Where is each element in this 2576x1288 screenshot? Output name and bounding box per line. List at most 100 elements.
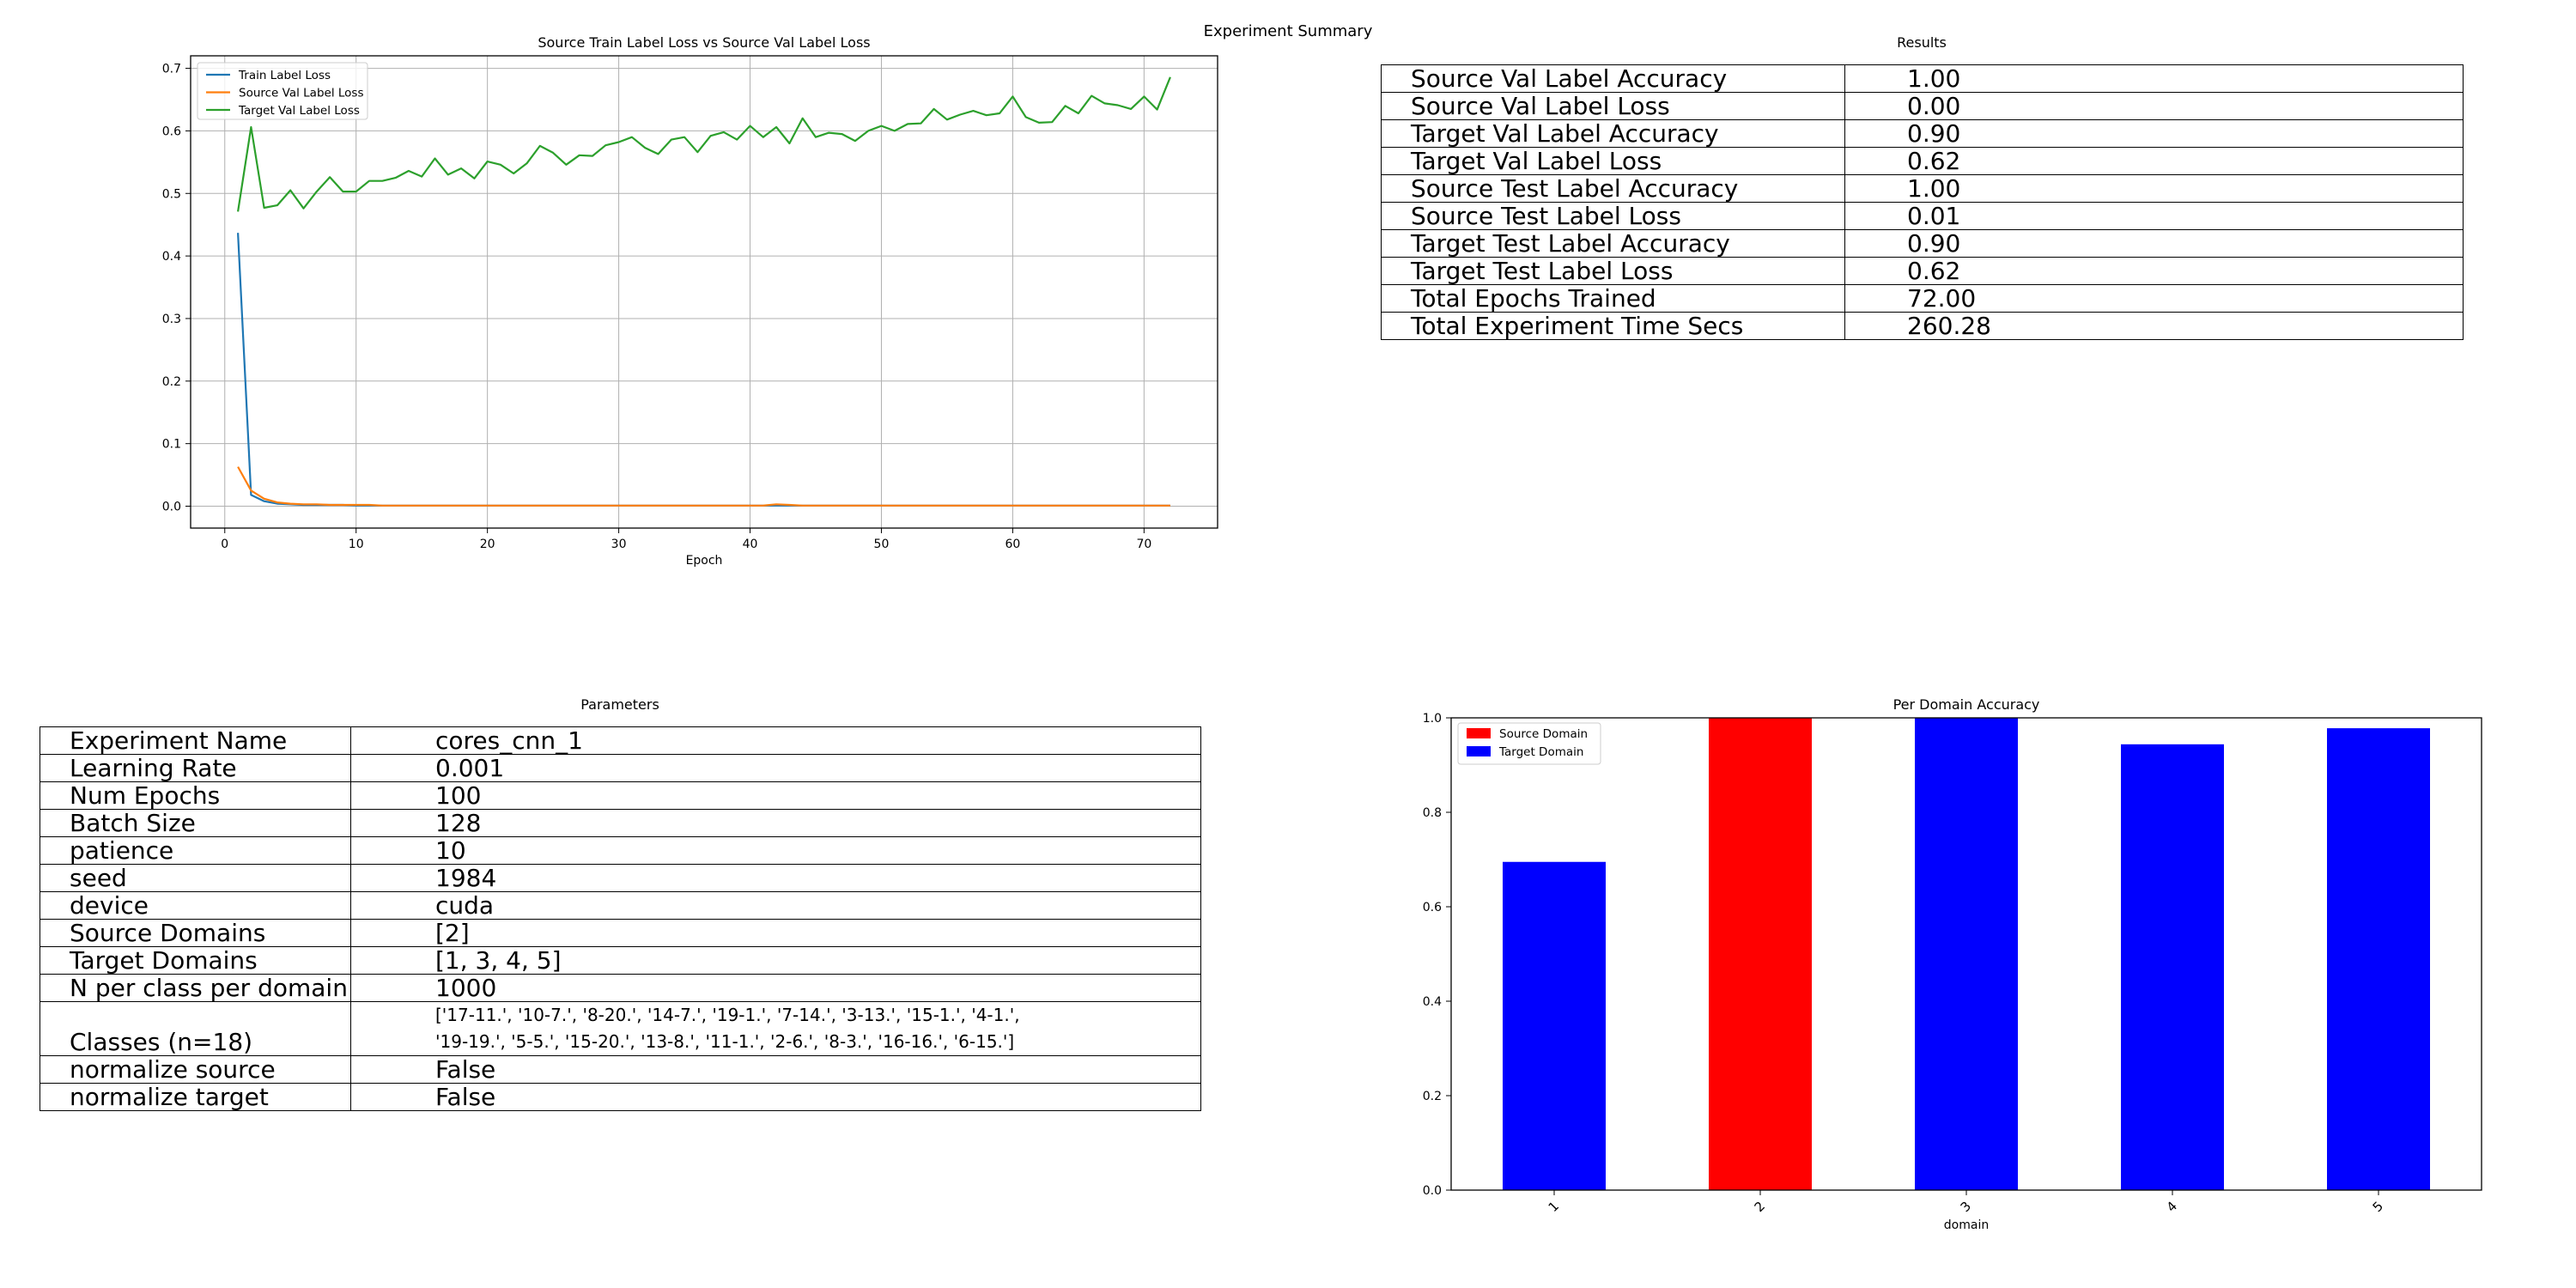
- param-value: [2]: [350, 919, 1201, 947]
- x-tick-label: 2: [1752, 1199, 1768, 1215]
- y-tick-label: 0.7: [162, 63, 181, 76]
- table-row: patience 10: [39, 836, 1201, 865]
- param-key: Source Domains: [39, 919, 351, 947]
- table-row: N per class per domain 1000: [39, 974, 1201, 1002]
- table-row: Total Epochs Trained 72.00: [1381, 284, 2464, 313]
- table-row: Classes (n=18) ['17-11.', '10-7.', '8-20…: [39, 1001, 1201, 1056]
- y-tick-label: 0.0: [1423, 1184, 1442, 1198]
- table-row: Learning Rate 0.001: [39, 754, 1201, 782]
- domain-chart-title: Per Domain Accuracy: [1893, 696, 2040, 713]
- param-key: Classes (n=18): [39, 1001, 351, 1056]
- bar: [2327, 728, 2430, 1190]
- legend-swatch: [1467, 746, 1491, 756]
- table-row: Source Val Label Loss 0.00: [1381, 92, 2464, 120]
- series-line: [237, 466, 1170, 507]
- param-value: False: [350, 1055, 1201, 1084]
- table-row: Target Test Label Loss 0.62: [1381, 257, 2464, 285]
- table-row: Num Epochs 100: [39, 781, 1201, 810]
- result-key: Source Val Label Loss: [1381, 92, 1845, 120]
- param-value: [1, 3, 4, 5]: [350, 946, 1201, 975]
- x-tick-label: 5: [2370, 1199, 2386, 1215]
- y-tick-label: 0.3: [162, 313, 181, 326]
- param-value: 1000: [350, 974, 1201, 1002]
- y-tick-label: 0.6: [1423, 901, 1442, 914]
- y-tick-label: 0.4: [1423, 995, 1442, 1009]
- x-tick-label: 20: [480, 538, 495, 551]
- param-key: normalize source: [39, 1055, 351, 1084]
- x-tick-label: 1: [1546, 1199, 1562, 1215]
- plot-frame: [190, 55, 1218, 529]
- x-tick-label: 10: [349, 538, 364, 551]
- param-key: patience: [39, 836, 351, 865]
- table-row: normalize source False: [39, 1055, 1201, 1084]
- plot-frame: [1450, 717, 2482, 1191]
- result-value: 72.00: [1844, 284, 2464, 313]
- y-tick-label: 0.2: [162, 375, 181, 389]
- bar: [1503, 861, 1606, 1190]
- table-row: Source Test Label Accuracy 1.00: [1381, 174, 2464, 203]
- series-line: [237, 233, 1170, 507]
- param-value: ['17-11.', '10-7.', '8-20.', '14-7.', '1…: [350, 1001, 1201, 1056]
- table-row: Target Val Label Loss 0.62: [1381, 147, 2464, 175]
- result-value: 0.00: [1844, 92, 2464, 120]
- result-value: 0.62: [1844, 147, 2464, 175]
- param-key: normalize target: [39, 1083, 351, 1111]
- legend-swatch: [1467, 728, 1491, 738]
- table-row: seed 1984: [39, 864, 1201, 892]
- result-value: 1.00: [1844, 174, 2464, 203]
- classes-line: ['17-11.', '10-7.', '8-20.', '14-7.', '1…: [435, 1005, 1020, 1025]
- param-key: Num Epochs: [39, 781, 351, 810]
- y-tick-label: 0.8: [1423, 806, 1442, 820]
- x-tick-label: 40: [743, 538, 758, 551]
- result-value: 260.28: [1844, 312, 2464, 340]
- legend-label: Train Label Loss: [238, 69, 331, 82]
- x-axis-label: domain: [1944, 1218, 1989, 1232]
- y-tick-label: 0.1: [162, 438, 181, 452]
- param-key: Batch Size: [39, 809, 351, 837]
- table-row: Source Val Label Accuracy 1.00: [1381, 64, 2464, 93]
- param-value: 10: [350, 836, 1201, 865]
- y-tick-label: 0.6: [162, 125, 181, 138]
- y-tick-label: 1.0: [1423, 712, 1442, 726]
- figure-title: Experiment Summary: [1203, 22, 1373, 40]
- result-value: 0.90: [1844, 229, 2464, 258]
- param-key: N per class per domain: [39, 974, 351, 1002]
- table-row: Experiment Name cores_cnn_1: [39, 726, 1201, 755]
- param-key: device: [39, 891, 351, 920]
- param-value: cores_cnn_1: [350, 726, 1201, 755]
- table-row: Target Domains [1, 3, 4, 5]: [39, 946, 1201, 975]
- x-tick-label: 0: [221, 538, 228, 551]
- table-row: Total Experiment Time Secs 260.28: [1381, 312, 2464, 340]
- result-value: 0.62: [1844, 257, 2464, 285]
- legend-box: [1457, 722, 1601, 765]
- param-value: cuda: [350, 891, 1201, 920]
- x-tick-label: 60: [1005, 538, 1020, 551]
- bar: [1709, 718, 1812, 1190]
- x-tick-label: 70: [1136, 538, 1151, 551]
- bar: [2121, 744, 2224, 1190]
- result-key: Total Experiment Time Secs: [1381, 312, 1845, 340]
- results-table: Source Val Label Accuracy 1.00 Source Val …: [1381, 64, 2464, 340]
- series-line: [237, 76, 1171, 212]
- table-row: normalize target False: [39, 1083, 1201, 1111]
- bar: [1915, 718, 2018, 1190]
- param-key: Experiment Name: [39, 726, 351, 755]
- param-value: False: [350, 1083, 1201, 1111]
- param-value: 1984: [350, 864, 1201, 892]
- y-tick-label: 0.2: [1423, 1090, 1442, 1103]
- result-value: 0.90: [1844, 119, 2464, 148]
- param-key: Learning Rate: [39, 754, 351, 782]
- loss-chart-title: Source Train Label Loss vs Source Val La…: [538, 34, 871, 51]
- result-key: Source Val Label Accuracy: [1381, 64, 1845, 93]
- parameters-table: Experiment Name cores_cnn_1 Learning Rate…: [39, 726, 1201, 1111]
- results-title: Results: [1897, 34, 1947, 51]
- classes-line: '19-19.', '5-5.', '15-20.', '13-8.', '11…: [435, 1031, 1015, 1052]
- table-row: Target Val Label Accuracy 0.90: [1381, 119, 2464, 148]
- result-key: Target Val Label Accuracy: [1381, 119, 1845, 148]
- table-row: device cuda: [39, 891, 1201, 920]
- result-key: Total Epochs Trained: [1381, 284, 1845, 313]
- parameters-title: Parameters: [580, 696, 659, 713]
- legend-label: Target Domain: [1498, 745, 1583, 759]
- param-key: Target Domains: [39, 946, 351, 975]
- table-row: Target Test Label Accuracy 0.90: [1381, 229, 2464, 258]
